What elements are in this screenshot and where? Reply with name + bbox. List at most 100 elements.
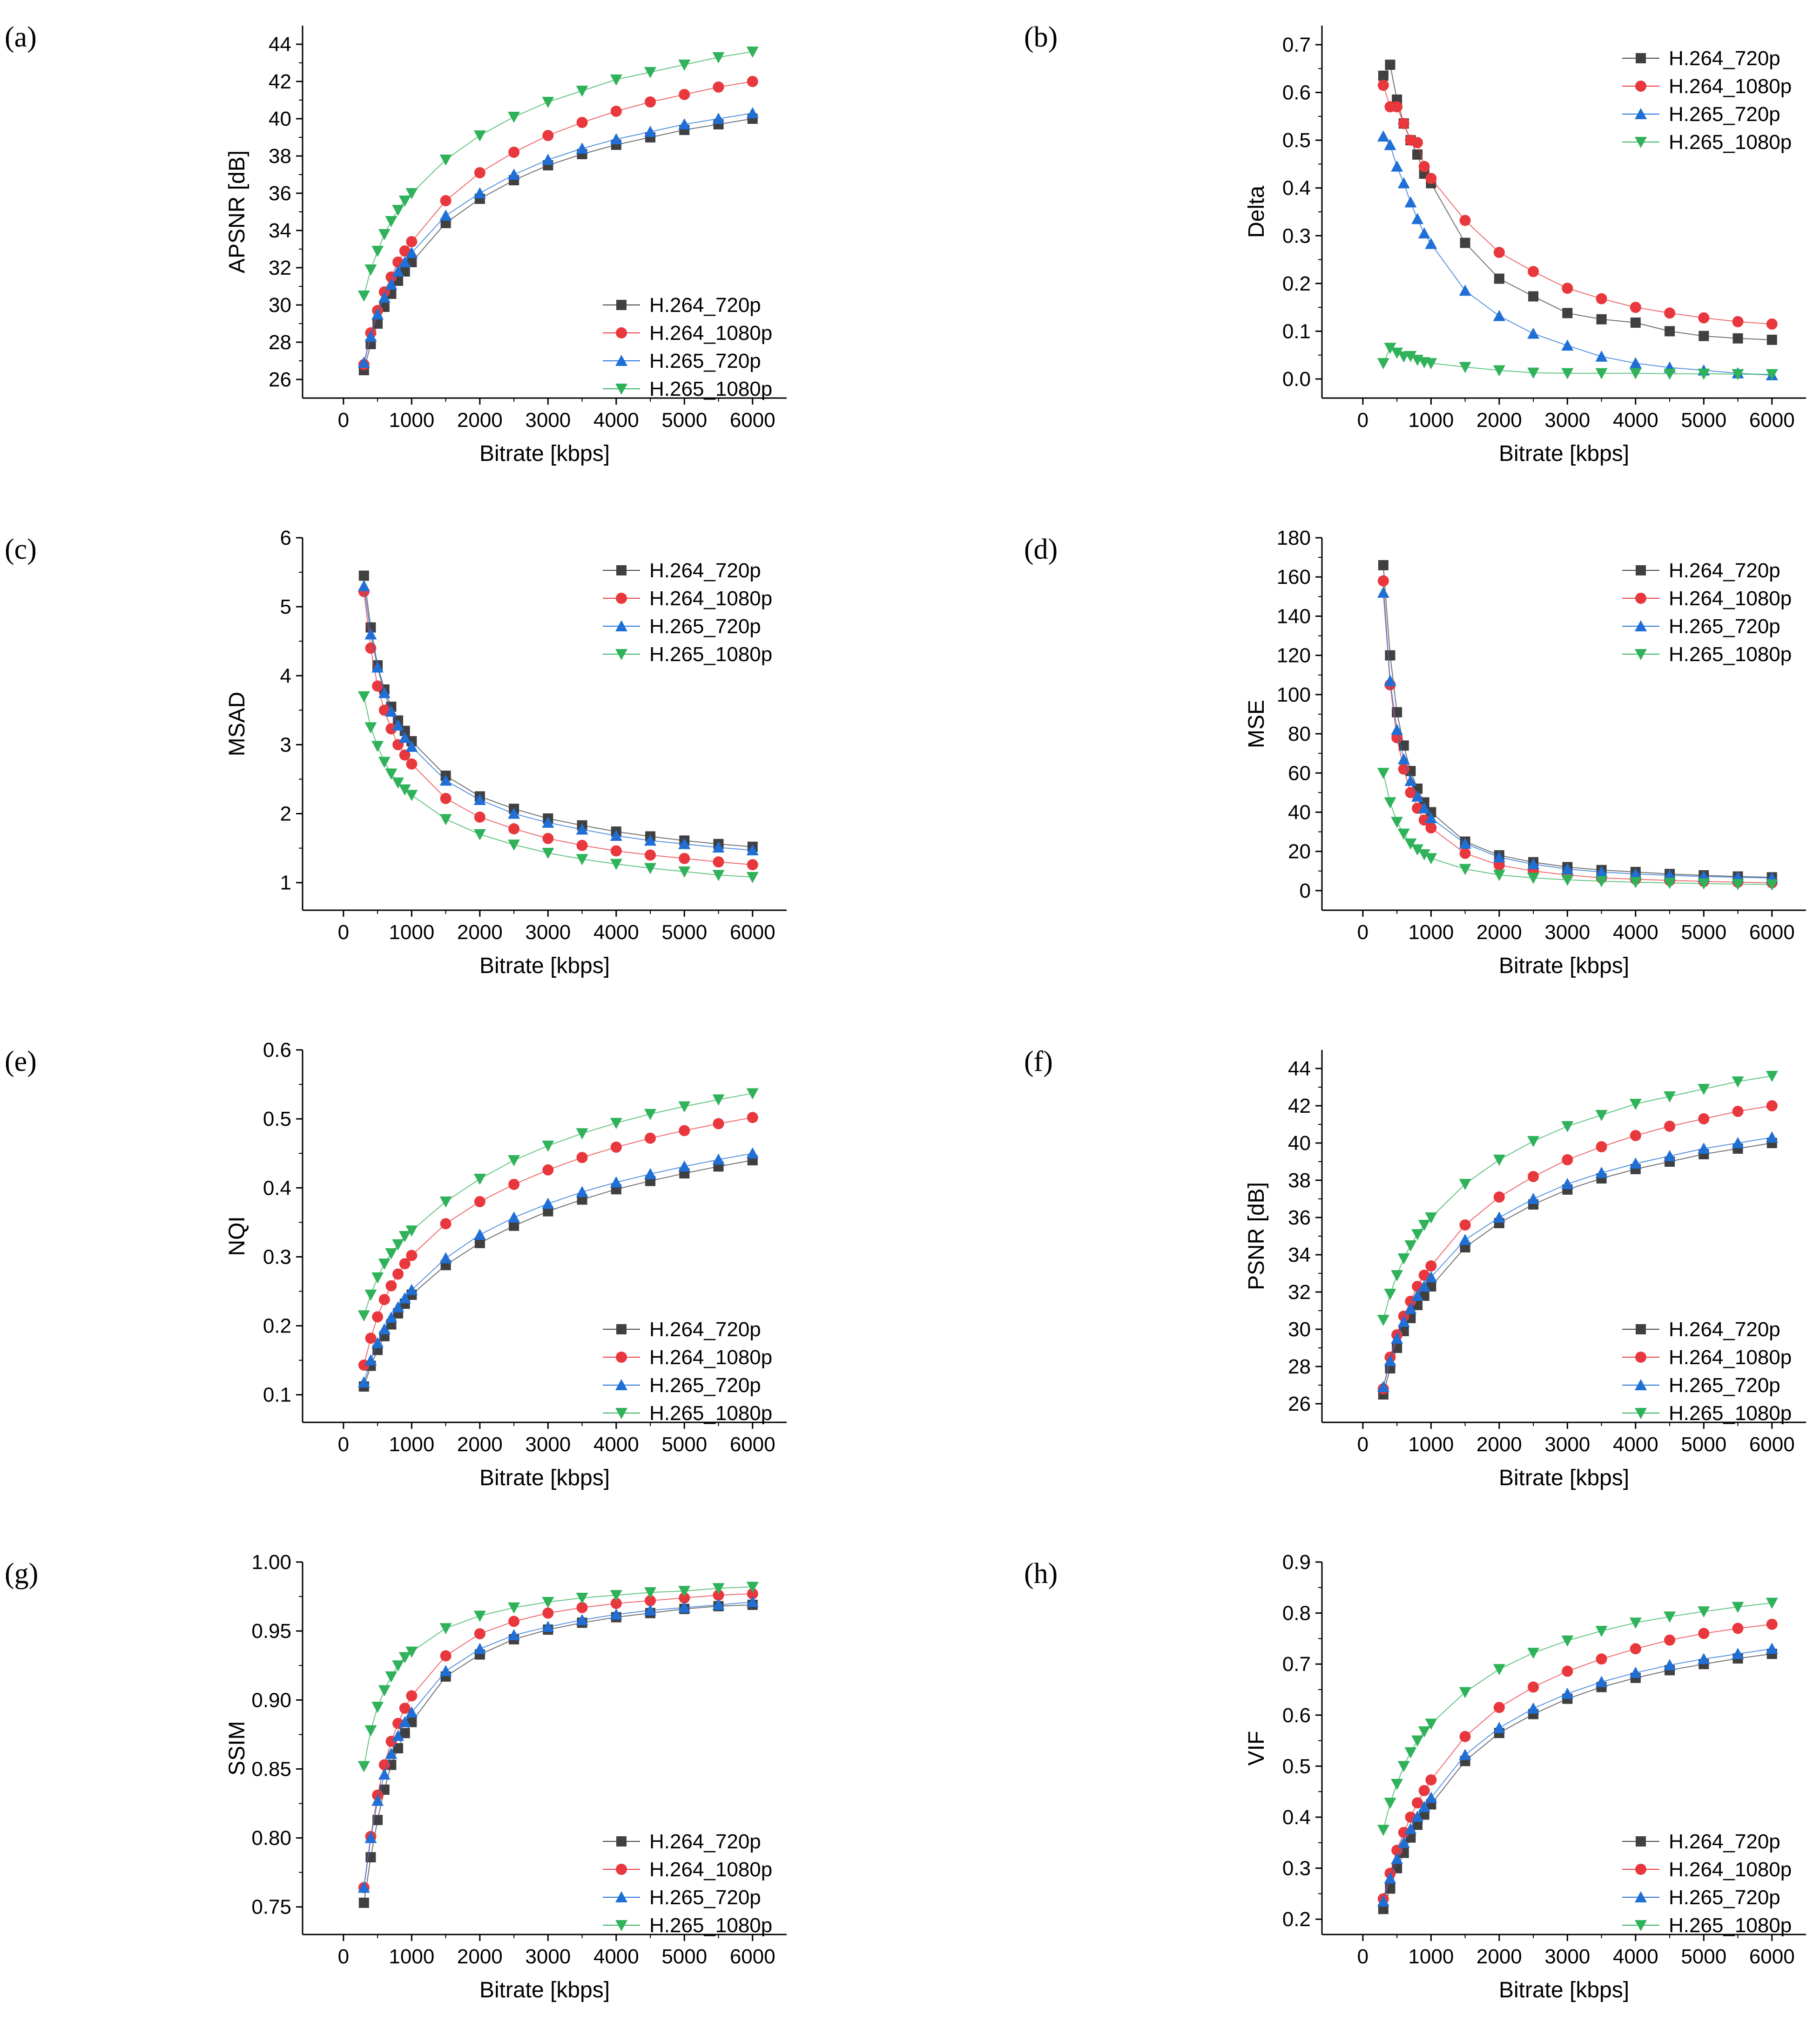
chart-1-point-h-265-720p xyxy=(398,256,411,267)
chart-2-y-tick-label: 0.5 xyxy=(1282,129,1311,152)
chart-8-point-h-264-1080p xyxy=(1766,1618,1778,1630)
chart-4-x-axis-title: Bitrate [kbps] xyxy=(1499,954,1629,978)
chart-3-y-tick-label: 3 xyxy=(280,733,291,756)
chart-1-point-h-265-720p xyxy=(610,133,622,144)
chart-5-legend-marker-h-264-720p xyxy=(616,1324,627,1334)
chart-2-point-h-264-1080p xyxy=(1596,293,1607,304)
chart-2-point-h-265-1080p xyxy=(1698,368,1710,380)
chart-1-x-tick-label: 5000 xyxy=(661,409,707,432)
chart-5-y-tick-label: 0.6 xyxy=(263,1039,291,1062)
chart-5-point-h-265-720p xyxy=(610,1176,622,1188)
chart-4-point-h-265-1080p xyxy=(1664,878,1676,889)
chart-6-series-h-265-720p xyxy=(1377,1131,1778,1392)
chart-1-legend-label-h-264-720p: H.264_720p xyxy=(649,294,761,317)
chart-2-x-tick-label: 2000 xyxy=(1476,409,1522,432)
chart-2-point-h-265-1080p xyxy=(1404,351,1417,362)
chart-3-point-h-265-720p xyxy=(439,774,452,786)
chart-6-point-h-265-1080p xyxy=(1493,1155,1505,1166)
chart-6-x-tick-label: 3000 xyxy=(1544,1433,1590,1456)
chart-1-y-tick-label: 28 xyxy=(269,331,291,354)
chart-5-x-tick-label: 2000 xyxy=(457,1433,503,1456)
chart-2-point-h-265-1080p xyxy=(1493,365,1505,377)
chart-1-y-tick-label: 36 xyxy=(269,182,291,205)
chart-4-x-tick-label: 4000 xyxy=(1613,921,1658,944)
chart-5-point-h-264-1080p xyxy=(576,1152,588,1163)
chart-6-point-h-265-720p xyxy=(1411,1290,1424,1301)
chart-5-y-tick-label: 0.4 xyxy=(263,1177,291,1199)
chart-8-series-h-265-1080p xyxy=(1377,1597,1778,1836)
chart-3: (c) 0 1000 2000 3000 4000 5000 6000 1 2 3 4 5 6 Bitrat… xyxy=(5,527,787,978)
chart-5-point-h-264-1080p xyxy=(610,1141,622,1153)
chart-5-y-tick-label: 0.2 xyxy=(263,1315,291,1338)
chart-8: (h) 0 1000 2000 3000 4000 5000 6000 0.2 0.3 0.4 0.5… xyxy=(1024,1551,1806,2002)
chart-3-point-h-265-1080p xyxy=(576,854,588,866)
chart-6-point-h-265-720p xyxy=(1732,1137,1744,1148)
chart-2-x-tick-label: 5000 xyxy=(1681,409,1726,432)
chart-2-legend-label-h-264-1080p: H.264_1080p xyxy=(1669,75,1792,98)
chart-5-point-h-265-1080p xyxy=(746,1088,759,1100)
chart-5-point-h-265-720p xyxy=(678,1160,691,1172)
chart-1-point-h-265-1080p xyxy=(371,246,384,257)
chart-3-y-tick-label: 2 xyxy=(280,803,291,825)
chart-4-point-h-265-1080p xyxy=(1411,844,1424,856)
chart-8-point-h-265-720p xyxy=(1384,1872,1396,1884)
chart-2-line-h-265-720p xyxy=(1383,136,1772,376)
chart-1-x-tick-label: 1000 xyxy=(389,409,434,432)
chart-7-point-h-265-1080p xyxy=(364,1725,377,1737)
chart-5-point-h-265-1080p xyxy=(392,1239,404,1251)
chart-8-x-axis-title: Bitrate [kbps] xyxy=(1499,1978,1629,2002)
chart-6-legend-label-h-265-720p: H.265_720p xyxy=(1669,1374,1780,1397)
chart-5-point-h-264-1080p xyxy=(645,1132,656,1144)
chart-3-series-h-265-720p xyxy=(357,580,759,856)
chart-6-series-h-265-1080p xyxy=(1377,1071,1778,1326)
chart-5-point-h-265-720p xyxy=(473,1229,486,1240)
chart-8-point-h-264-1080p xyxy=(1528,1681,1539,1693)
chart-7-y-tick-label: 0.80 xyxy=(251,1827,291,1850)
chart-3-point-h-264-1080p xyxy=(747,859,758,871)
chart-5-legend-label-h-265-1080p: H.265_1080p xyxy=(649,1402,772,1425)
chart-7-point-h-265-720p xyxy=(357,1881,370,1893)
chart-7-x-tick-label: 5000 xyxy=(661,1945,707,1968)
chart-8-point-h-265-1080p xyxy=(1425,1718,1437,1730)
chart-2-legend-marker-h-264-720p xyxy=(1636,53,1646,63)
chart-6-point-h-265-720p xyxy=(1459,1234,1471,1245)
chart-4-legend-marker-h-265-720p xyxy=(1635,620,1647,631)
chart-6-point-h-265-720p xyxy=(1595,1167,1608,1178)
chart-2-point-h-264-720p xyxy=(1766,334,1777,345)
chart-5-point-h-265-720p xyxy=(398,1292,411,1304)
chart-7-point-h-265-720p xyxy=(378,1768,391,1780)
chart-1-line-h-265-1080p xyxy=(363,51,753,296)
chart-8-x-tick-label: 0 xyxy=(1357,1945,1368,1968)
chart-3-x-tick-label: 4000 xyxy=(593,921,639,944)
chart-1-point-h-265-1080p xyxy=(439,155,452,166)
chart-3-line-h-265-720p xyxy=(363,586,753,851)
chart-2-point-h-264-720p xyxy=(1630,317,1641,328)
chart-8-point-h-265-1080p xyxy=(1561,1635,1574,1647)
chart-7-x-tick-label: 6000 xyxy=(730,1945,775,1968)
chart-7-point-h-264-720p xyxy=(393,1743,404,1753)
chart-3-point-h-265-720p xyxy=(746,844,759,856)
chart-1-point-h-264-1080p xyxy=(474,167,485,178)
chart-4-point-h-265-720p xyxy=(1425,812,1437,824)
chart-2-point-h-265-1080p xyxy=(1459,362,1471,373)
chart-3-line-h-265-1080p xyxy=(363,696,753,878)
chart-8-point-h-264-1080p xyxy=(1425,1774,1437,1786)
chart-7-point-h-265-720p xyxy=(508,1629,520,1641)
chart-5-legend: H.264_720p H.264_1080p H.265_720p H.265_108… xyxy=(603,1318,772,1425)
chart-1-legend-label-h-265-1080p: H.265_1080p xyxy=(649,378,772,400)
chart-4-y-tick-label: 160 xyxy=(1277,566,1311,588)
chart-7-point-h-265-720p xyxy=(542,1621,554,1632)
chart-2-point-h-264-1080p xyxy=(1528,266,1539,277)
chart-2-panel-label: (b) xyxy=(1024,21,1058,53)
chart-7-point-h-264-720p xyxy=(358,1897,369,1908)
chart-8-point-h-264-720p xyxy=(1412,1820,1423,1830)
chart-4-point-h-265-720p xyxy=(1411,790,1424,802)
chart-4-point-h-265-1080p xyxy=(1698,878,1710,890)
chart-3-point-h-264-1080p xyxy=(508,823,520,835)
chart-8-point-h-265-720p xyxy=(1595,1676,1608,1687)
chart-7-x-tick-label: 1000 xyxy=(389,1945,434,1968)
chart-1-point-h-265-1080p xyxy=(644,67,657,78)
chart-6-y-tick-label: 32 xyxy=(1288,1281,1311,1304)
chart-2-point-h-264-720p xyxy=(1596,314,1607,325)
chart-3-point-h-265-1080p xyxy=(385,768,398,780)
